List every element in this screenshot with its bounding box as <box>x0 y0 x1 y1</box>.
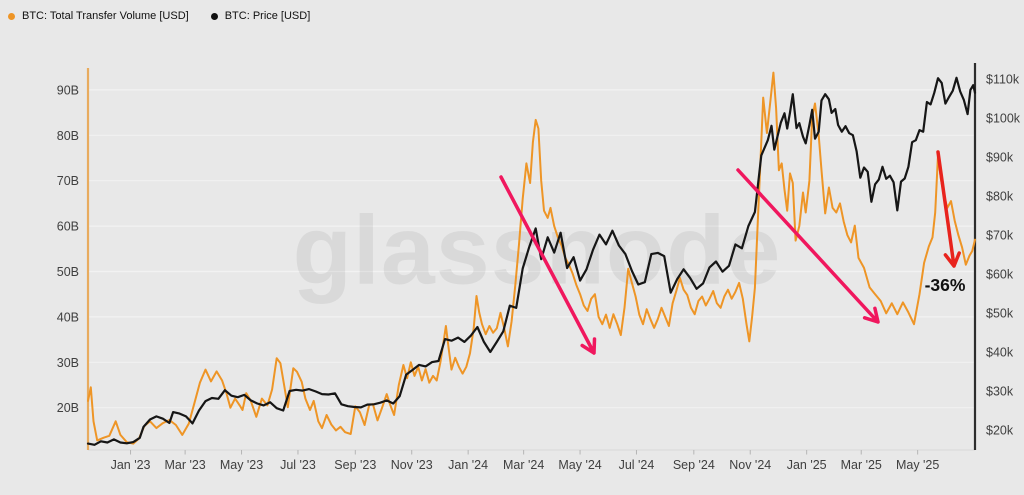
x-axis-tick-label: Jan '24 <box>448 458 488 472</box>
x-axis-tick-label: Nov '23 <box>391 458 433 472</box>
right-axis-tick-label: $60k <box>986 268 1014 282</box>
right-axis-tick-label: $110k <box>986 73 1020 87</box>
price-series-swatch <box>210 12 218 20</box>
legend-label-volume: BTC: Total Transfer Volume [USD] <box>22 10 189 22</box>
left-axis-tick-label: 70B <box>57 174 79 188</box>
x-axis-tick-label: Sep '23 <box>334 458 376 472</box>
downtrend-arrow-2 <box>736 168 880 324</box>
price-line[interactable] <box>86 76 977 446</box>
volume-series-swatch <box>8 12 15 20</box>
right-axis-tick-label: $40k <box>986 346 1014 360</box>
right-axis-tick-label: $20k <box>986 424 1014 438</box>
x-axis-tick-label: Jul '23 <box>280 458 316 472</box>
annotations <box>499 150 961 355</box>
left-axis-tick-label: 80B <box>57 129 79 143</box>
left-axis-tick-label: 20B <box>57 401 79 415</box>
legend-item-price[interactable]: BTC: Price [USD] <box>210 10 311 22</box>
left-axis-tick-label: 90B <box>57 83 79 97</box>
right-axis-tick-label: $70k <box>986 229 1014 243</box>
x-axis-tick-label: May '25 <box>896 458 939 472</box>
right-axis-labels: $20k $30k $40k $50k $60k $70k $80k $90k $100k $11… <box>986 73 1021 438</box>
right-axis-tick-label: $80k <box>986 190 1014 204</box>
x-axis-tick-label: Nov '24 <box>729 458 771 472</box>
axis-lines <box>86 63 977 450</box>
x-axis-tick-label: May '23 <box>220 458 263 472</box>
downtrend-arrow-1 <box>499 175 597 355</box>
x-axis-tick-label: Mar '25 <box>841 458 882 472</box>
drawdown-arrow <box>936 150 961 268</box>
left-axis-tick-label: 50B <box>57 265 79 279</box>
x-axis-tick-label: Jul '24 <box>619 458 655 472</box>
right-axis-tick-label: $100k <box>986 112 1021 126</box>
left-axis-tick-label: 60B <box>57 220 79 234</box>
x-axis-tick-label: Jan '23 <box>111 458 151 472</box>
gridlines <box>88 89 975 451</box>
left-axis-tick-label: 40B <box>57 310 79 324</box>
drawdown-label: -36% <box>925 275 966 295</box>
right-axis-tick-label: $50k <box>986 307 1014 321</box>
x-axis-tick-label: Mar '23 <box>164 458 205 472</box>
legend-label-price: BTC: Price [USD] <box>224 10 311 22</box>
x-axis-labels: Jan '23 Mar '23 May '23 Jul '23 Sep '23 Nov '… <box>111 450 939 472</box>
x-axis-tick-label: Jan '25 <box>787 458 827 472</box>
left-axis-tick-label: 30B <box>57 356 79 370</box>
left-axis-labels: 20B 30B 40B 50B 60B 70B 80B 90B <box>57 83 79 415</box>
watermark: glassnode <box>293 196 782 305</box>
right-axis-tick-label: $30k <box>986 385 1014 399</box>
right-axis-tick-label: $90k <box>986 151 1014 165</box>
series-lines <box>86 71 977 446</box>
x-axis-tick-label: May '24 <box>558 458 601 472</box>
x-axis-tick-label: Sep '24 <box>673 458 715 472</box>
x-axis-tick-label: Mar '24 <box>503 458 544 472</box>
legend: BTC: Total Transfer Volume [USD] BTC: Pr… <box>8 10 310 22</box>
legend-item-volume[interactable]: BTC: Total Transfer Volume [USD] <box>8 10 189 22</box>
